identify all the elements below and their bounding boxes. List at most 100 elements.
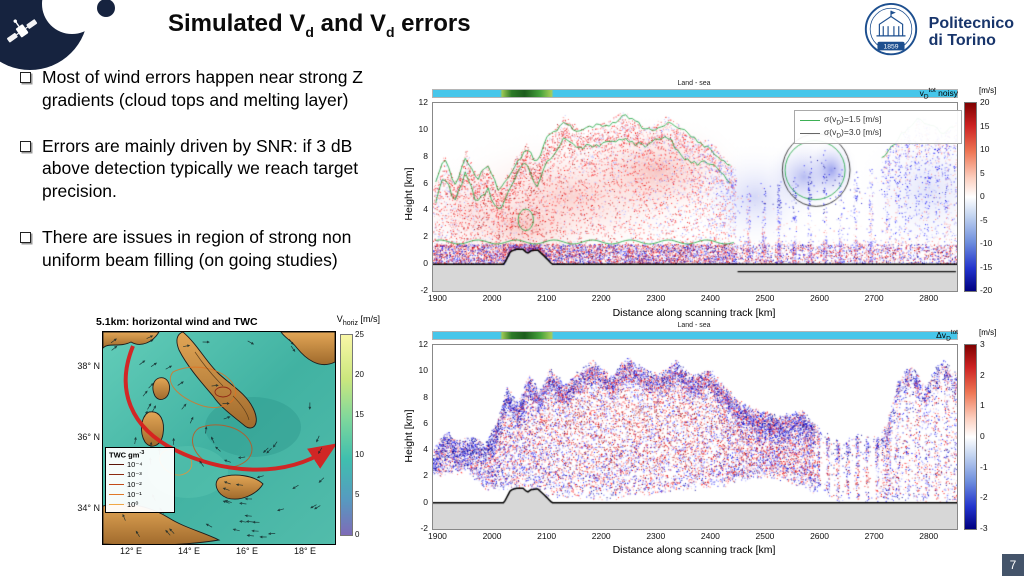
x-tick-label: 2600 xyxy=(810,293,829,303)
title-text: errors xyxy=(394,10,471,37)
twc-legend-entry: 10⁻¹ xyxy=(109,490,171,500)
x-axis-label: Distance along scanning track [km] xyxy=(612,544,776,556)
x-tick-label: 2200 xyxy=(591,293,611,303)
y-tick-label: 10 xyxy=(418,365,428,376)
land-sea-strip xyxy=(432,89,958,98)
colorbar-tick-label: 0 xyxy=(980,191,985,201)
y-tick-label: 6 xyxy=(423,177,428,188)
colorbar-tick-label: 10 xyxy=(980,144,990,154)
y-tick-label: 0 xyxy=(423,496,428,507)
bullet-item: There are issues in region of strong non… xyxy=(20,226,390,272)
chart-delta-vd: Land - sea ΔvDtot [m/s] Height [km] Dist… xyxy=(396,322,996,574)
x-tick-label: 2400 xyxy=(700,531,720,541)
map-colorbar-tick-label: 10 xyxy=(355,450,364,459)
y-tick-label: -2 xyxy=(420,285,428,295)
legend-entry: σ(vD)=1.5 [m/s] xyxy=(800,114,956,127)
bullet-text: Most of wind errors happen near strong Z… xyxy=(42,67,363,110)
square-bullet-icon xyxy=(20,231,31,243)
map-title: 5.1km: horizontal wind and TWC xyxy=(96,316,258,328)
x-axis-label: Distance along scanning track [km] xyxy=(612,307,776,319)
y-tick-label: 12 xyxy=(418,97,428,107)
square-bullet-icon xyxy=(20,140,31,152)
colorbar-tick-label: 0 xyxy=(980,431,985,441)
logo-wordmark: Politecnico di Torino xyxy=(929,15,1014,50)
twc-line-swatch xyxy=(109,484,124,485)
y-tick-label: 4 xyxy=(423,444,428,455)
chart-field-label: ΔvDtot xyxy=(936,329,958,343)
twc-entry-label: 10⁻² xyxy=(127,480,142,489)
land-sea-strip xyxy=(432,331,958,340)
colorbar-tick-label: 1 xyxy=(980,400,985,411)
title-text: Simulated V xyxy=(168,10,306,37)
y-tick-label: 10 xyxy=(418,123,428,134)
chart-field-label: vDtot noisy xyxy=(919,87,958,101)
x-tick-label: 2500 xyxy=(755,293,775,303)
map-x-tick-label: 16° E xyxy=(235,546,259,556)
bullet-text: There are issues in region of strong non… xyxy=(42,226,352,270)
legend-line-swatch xyxy=(800,133,820,134)
x-tick-label: 2300 xyxy=(646,531,666,541)
map-x-tick-label: 18° E xyxy=(293,546,317,556)
twc-legend-entry: 10⁻³ xyxy=(109,470,171,480)
twc-legend: TWC gm-3 10⁻⁴ 10⁻³ 10⁻² 10⁻¹ 10⁰ xyxy=(105,447,175,513)
map-colorbar-tick-label: 15 xyxy=(355,410,364,419)
map-y-tick-label: 36° N xyxy=(77,432,100,442)
twc-line-swatch xyxy=(109,474,124,475)
colorbar-tick-label: -1 xyxy=(980,461,988,472)
colorbar-tick-label: 2 xyxy=(980,369,985,380)
bullet-item: Most of wind errors happen near strong Z… xyxy=(20,66,390,112)
x-tick-label: 2800 xyxy=(919,531,939,541)
x-tick-label: 2100 xyxy=(537,531,557,541)
x-tick-label: 2700 xyxy=(864,531,884,541)
map-colorbar-tick-label: 5 xyxy=(355,490,360,499)
x-tick-label: 2000 xyxy=(482,293,502,303)
twc-line-swatch xyxy=(109,504,124,505)
map-figure: 5.1km: horizontal wind and TWC Vhoriz [m… xyxy=(77,314,380,576)
corner-dot xyxy=(97,0,115,17)
y-tick-label: -2 xyxy=(420,523,428,533)
colorbar-tick-label: 20 xyxy=(980,97,990,107)
slide-title: Simulated Vd and Vd errors xyxy=(168,10,471,40)
y-tick-label: 6 xyxy=(423,417,428,428)
map-x-tick-label: 14° E xyxy=(177,546,201,556)
x-tick-label: 2000 xyxy=(482,531,502,541)
map-plot xyxy=(102,331,336,545)
square-bullet-icon xyxy=(20,72,31,83)
twc-entry-label: 10⁰ xyxy=(127,500,139,509)
chart-vd-noisy: Land - sea vDtot noisy [m/s] Height [km]… xyxy=(396,80,996,332)
twc-legend-title: TWC gm-3 xyxy=(109,450,145,460)
bullet-text: Errors are mainly driven by SNR: if 3 dB… xyxy=(42,135,359,202)
land-shapes xyxy=(103,332,335,544)
map-colorbar-tick-label: 25 xyxy=(355,330,364,339)
y-tick-label: 8 xyxy=(423,391,428,402)
y-tick-label: 0 xyxy=(423,258,428,269)
twc-line-swatch xyxy=(109,494,124,495)
colorbar xyxy=(964,102,977,292)
logo-line1: Politecnico xyxy=(928,14,1014,32)
twc-legend-entry: 10⁰ xyxy=(109,500,171,510)
title-subscript: d xyxy=(385,23,395,40)
x-tick-label: 2100 xyxy=(537,293,557,303)
twc-line-swatch xyxy=(109,464,124,465)
logo-year: 1859 xyxy=(883,43,898,50)
plot-legend: σ(vD)=1.5 [m/s] σ(vD)=3.0 [m/s] xyxy=(794,110,962,144)
heatmap-canvas xyxy=(432,344,958,530)
x-tick-label: 2400 xyxy=(700,293,720,303)
twc-entry-label: 10⁻⁴ xyxy=(127,460,143,469)
satellite-icon xyxy=(7,19,38,43)
bullet-item: Errors are mainly driven by SNR: if 3 dB… xyxy=(20,135,390,203)
y-tick-label: 12 xyxy=(418,339,428,349)
colorbar-tick-label: -2 xyxy=(980,492,988,503)
land-sea-label: Land - sea xyxy=(677,322,711,329)
colorbar xyxy=(964,344,977,530)
colorbar-tick-label: -5 xyxy=(980,214,988,225)
politecnico-crest-icon: 1859 xyxy=(864,2,917,56)
colorbar-tick-label: 3 xyxy=(980,339,985,349)
x-tick-label: 2800 xyxy=(919,293,939,303)
twc-legend-entry: 10⁻² xyxy=(109,480,171,490)
heatmap-canvas xyxy=(432,102,958,292)
wind-arrows xyxy=(110,335,325,539)
x-tick-label: 1900 xyxy=(427,293,447,303)
map-colorbar-tick-label: 20 xyxy=(355,370,364,379)
title-subscript: d xyxy=(305,23,314,40)
